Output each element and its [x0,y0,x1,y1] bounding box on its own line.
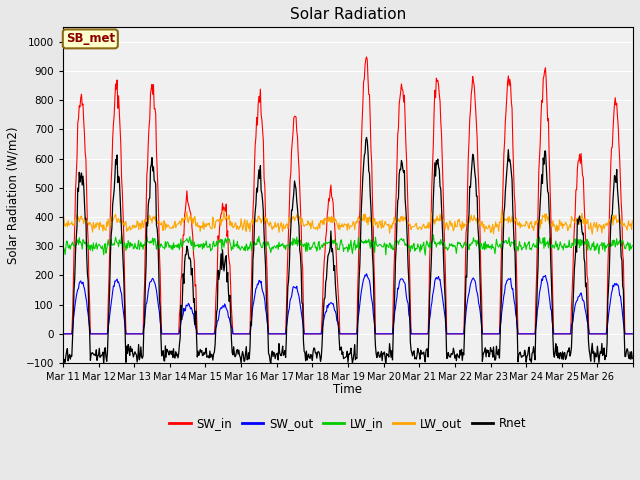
SW_out [439,298,447,303]
Rnet [382,362,390,368]
SW_in [59,331,67,337]
LW_in [440,241,447,247]
Line: SW_in: SW_in [63,57,632,334]
Line: SW_out: SW_out [63,274,632,334]
SW_in [280,331,288,337]
Y-axis label: Solar Radiation (W/m2): Solar Radiation (W/m2) [7,126,20,264]
LW_out [439,217,447,223]
Rnet [440,263,447,268]
X-axis label: Time: Time [333,384,362,396]
SW_in [230,331,238,337]
SW_in [126,331,134,337]
Line: LW_out: LW_out [63,210,632,234]
SW_out [628,331,636,337]
SW_in [439,181,447,187]
Rnet [259,198,266,204]
SW_out [407,331,415,337]
SW_in [363,54,371,60]
LW_out [59,217,67,223]
LW_in [59,242,67,248]
SW_in [259,128,266,134]
Rnet [628,356,636,361]
SW_out [280,331,288,337]
LW_out [220,207,228,213]
Line: LW_in: LW_in [63,234,632,255]
LW_in [281,242,289,248]
SW_out [126,331,134,337]
LW_in [407,243,415,249]
LW_in [259,240,267,245]
Rnet [363,134,371,140]
LW_out [588,231,596,237]
SW_out [59,331,67,337]
LW_out [628,218,636,224]
SW_out [259,288,266,294]
SW_in [407,331,415,337]
Line: Rnet: Rnet [63,137,632,365]
Rnet [280,351,288,357]
LW_out [126,223,134,229]
LW_in [127,240,134,245]
SW_out [230,331,238,337]
Rnet [126,352,134,358]
Rnet [59,356,67,361]
LW_in [421,252,429,258]
LW_out [407,227,415,232]
Rnet [408,350,415,356]
LW_in [231,243,239,249]
LW_out [231,220,239,226]
LW_in [628,243,636,249]
Rnet [230,351,238,357]
SW_in [628,331,636,337]
Legend: SW_in, SW_out, LW_in, LW_out, Rnet: SW_in, SW_out, LW_in, LW_out, Rnet [164,413,531,435]
SW_out [363,271,371,276]
Title: Solar Radiation: Solar Radiation [290,7,406,22]
Text: SB_met: SB_met [66,32,115,46]
LW_out [259,210,267,216]
LW_out [281,226,289,231]
LW_in [118,231,125,237]
